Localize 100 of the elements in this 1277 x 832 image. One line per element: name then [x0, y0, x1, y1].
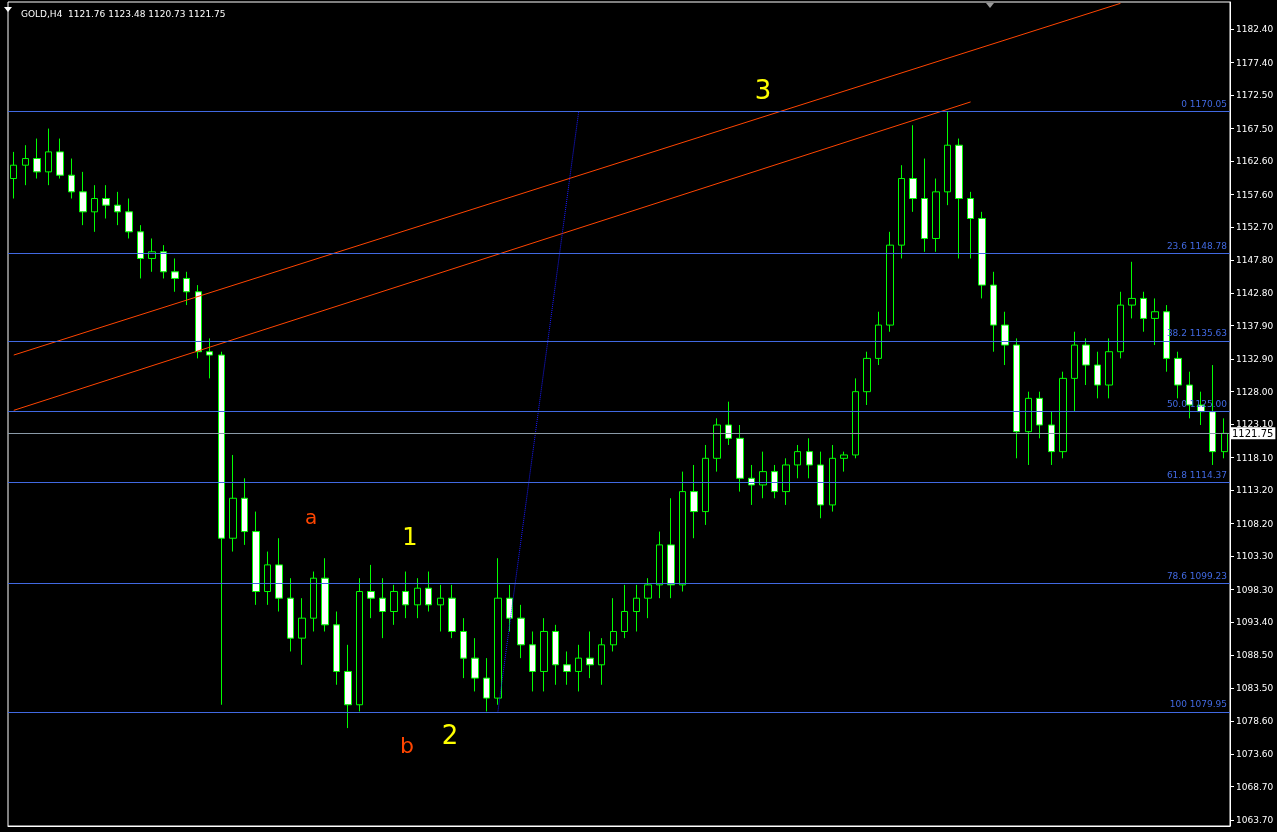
candlestick — [102, 184, 110, 219]
annotation: 2 — [441, 720, 459, 750]
candlestick — [656, 531, 663, 599]
candlestick — [1071, 331, 1078, 413]
candlestick — [563, 650, 571, 686]
candlestick — [148, 237, 156, 273]
text: GOLD,H4 1121.76 1123.48 1120.73 1121.75 — [21, 8, 226, 19]
candlestick — [137, 224, 144, 279]
candlestick — [22, 144, 29, 186]
candlestick — [690, 464, 698, 539]
candlestick — [840, 451, 848, 473]
candlestick — [10, 151, 17, 200]
y-tick-label: 1123.10 — [1236, 419, 1274, 430]
annotation: b — [400, 732, 414, 758]
y-tick-label: 1172.50 — [1236, 90, 1274, 101]
candlestick — [241, 477, 248, 546]
candlestick — [1117, 291, 1124, 359]
y-tick-label: 1078.60 — [1236, 715, 1274, 726]
candlestick — [736, 424, 744, 493]
candlestick — [1151, 297, 1159, 346]
candlestick — [886, 231, 894, 333]
y-tick-label: 1152.70 — [1236, 222, 1274, 233]
candlestick — [114, 191, 121, 226]
y-tick-label: 1063.70 — [1236, 815, 1274, 825]
candlestick — [1140, 291, 1147, 333]
candlestick — [79, 171, 87, 226]
candlestick — [471, 637, 479, 692]
candlestick — [229, 454, 237, 553]
candlestick — [402, 571, 409, 619]
y-tick-label: 1083.50 — [1236, 683, 1274, 694]
candlestick — [633, 584, 640, 632]
candlestick — [575, 644, 582, 692]
candlestick — [1174, 351, 1182, 399]
candlestick — [748, 464, 755, 506]
candlestick — [183, 271, 190, 306]
candlestick — [909, 124, 917, 213]
candlestick — [68, 158, 75, 200]
candlestick — [817, 451, 824, 519]
candlestick — [967, 191, 974, 259]
candlestick — [310, 571, 317, 632]
candlestick — [206, 337, 213, 379]
candlestick — [195, 284, 202, 359]
candlestick — [667, 497, 675, 599]
candlestick — [367, 564, 375, 619]
candlestick — [610, 597, 617, 652]
candlestick — [287, 577, 294, 652]
candlestick — [448, 584, 456, 639]
candlestick — [679, 471, 686, 593]
candlestick — [1036, 391, 1043, 439]
candlestick — [264, 551, 271, 606]
candlestick — [771, 464, 778, 499]
candlestick — [45, 128, 52, 186]
y-tick-label: 1113.20 — [1236, 485, 1274, 496]
candlestick — [414, 577, 421, 619]
y-tick-label: 1142.80 — [1236, 288, 1274, 299]
y-tick-label: 1093.40 — [1236, 617, 1274, 628]
candlestick — [540, 617, 548, 692]
candlestick — [955, 138, 963, 259]
candlestick — [898, 164, 905, 259]
y-tick-label: 1068.70 — [1236, 781, 1274, 792]
candlestick — [252, 511, 260, 606]
candlestick — [494, 557, 502, 706]
candlestick — [621, 584, 628, 639]
candlestick — [56, 138, 64, 180]
candlestick — [1059, 371, 1067, 459]
candlestick — [160, 244, 167, 279]
candlestick — [725, 401, 732, 446]
candlestick — [1013, 337, 1020, 459]
y-tick-label: 1073.60 — [1236, 749, 1274, 760]
candlestick — [517, 604, 525, 659]
y-tick-label: 1137.90 — [1236, 320, 1274, 331]
candlestick — [644, 577, 652, 619]
candlestick — [91, 184, 98, 233]
y-tick-label: 1132.90 — [1236, 354, 1274, 365]
y-tick-label: 1098.30 — [1236, 584, 1274, 595]
ref-line-label: 78.6 1099.23 — [1166, 570, 1227, 581]
y-tick-label: 1182.40 — [1236, 24, 1274, 35]
ref-line-label: 100 1079.95 — [1169, 699, 1227, 710]
candlestick — [529, 630, 536, 692]
candlestick — [586, 630, 594, 679]
candlestick — [1128, 261, 1136, 319]
ref-line-label: 61.8 1114.37 — [1166, 469, 1227, 480]
candlestick — [759, 451, 767, 499]
candlestick — [390, 584, 398, 626]
annotation: 3 — [754, 75, 772, 105]
candlestick — [863, 351, 871, 406]
candlestick — [1082, 337, 1090, 386]
candlestick — [852, 377, 859, 459]
candlestick — [333, 611, 340, 686]
candlestick — [794, 444, 801, 479]
y-tick-label: 1103.30 — [1236, 551, 1274, 562]
candlestick — [552, 624, 559, 686]
annotation: 1 — [402, 523, 418, 551]
candlestick — [275, 537, 283, 613]
candlestick — [713, 417, 721, 473]
candlestick — [298, 597, 306, 666]
candlestick — [344, 644, 352, 729]
candlestick — [1105, 337, 1113, 399]
candlestick — [437, 584, 444, 632]
y-tick-label: 1147.80 — [1236, 254, 1274, 265]
